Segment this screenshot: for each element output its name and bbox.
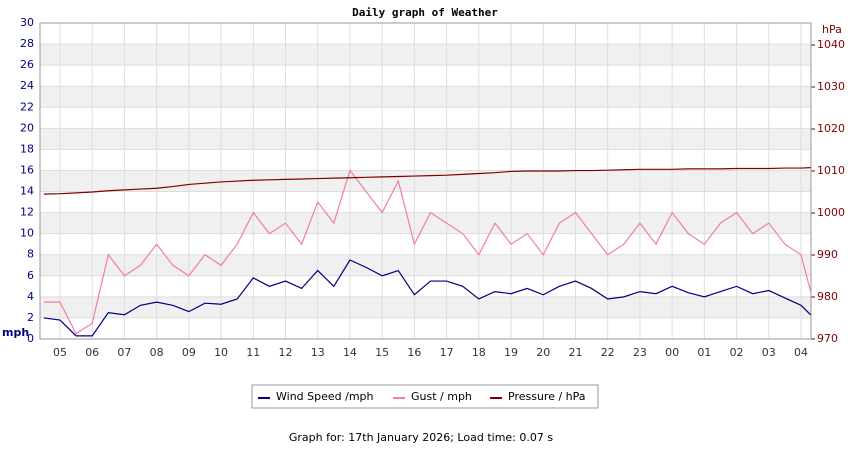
legend-label: Wind Speed /mph <box>276 390 374 403</box>
y-tick-label: 30 <box>20 16 34 29</box>
x-tick-label: 12 <box>279 346 293 359</box>
grid-band <box>40 128 811 150</box>
y2-tick-label: 1020 <box>817 122 845 135</box>
plot-frame <box>39 22 812 340</box>
y-tick-label: 10 <box>20 227 34 240</box>
grid-band <box>40 44 811 66</box>
y2-tick-label: 970 <box>817 332 838 345</box>
grid-band <box>40 254 811 276</box>
y2-tick-label: 1010 <box>817 164 845 177</box>
chart-title: Daily graph of Weather <box>352 6 498 19</box>
y-tick-label: 16 <box>20 163 34 176</box>
x-tick-label: 14 <box>343 346 357 359</box>
legend-box <box>251 384 599 409</box>
y-tick-label: 22 <box>20 100 34 113</box>
x-tick-label: 23 <box>633 346 647 359</box>
y2-tick-label: 1030 <box>817 80 845 93</box>
x-tick-label: 07 <box>117 346 131 359</box>
y-tick-label: 14 <box>20 185 34 198</box>
y2-tick-label: 980 <box>817 290 838 303</box>
y-tick-label: 4 <box>27 290 34 303</box>
x-tick-label: 15 <box>375 346 389 359</box>
x-tick-label: 17 <box>440 346 454 359</box>
series-line <box>43 167 811 195</box>
x-tick-label: 22 <box>601 346 615 359</box>
legend-label: Gust / mph <box>411 390 472 403</box>
y-tick-label: 2 <box>27 311 34 324</box>
y-tick-label: 28 <box>20 37 34 50</box>
x-tick-label: 18 <box>472 346 486 359</box>
grid-band <box>40 296 811 318</box>
y-axis-label: mph <box>2 326 29 339</box>
x-tick-label: 21 <box>568 346 582 359</box>
x-tick-label: 00 <box>665 346 679 359</box>
x-tick-label: 19 <box>504 346 518 359</box>
x-tick-label: 06 <box>85 346 99 359</box>
x-tick-label: 03 <box>762 346 776 359</box>
x-tick-label: 10 <box>214 346 228 359</box>
y-tick-label: 0 <box>27 332 34 345</box>
x-tick-label: 01 <box>697 346 711 359</box>
grid-band <box>40 86 811 108</box>
x-tick-label: 20 <box>536 346 550 359</box>
y-tick-label: 12 <box>20 206 34 219</box>
x-tick-label: 02 <box>730 346 744 359</box>
x-tick-label: 11 <box>246 346 260 359</box>
grid-band <box>40 170 811 192</box>
series-line <box>43 259 812 337</box>
y-tick-label: 26 <box>20 58 34 71</box>
x-tick-label: 16 <box>407 346 421 359</box>
x-tick-label: 04 <box>794 346 808 359</box>
y-tick-label: 18 <box>20 142 34 155</box>
y-tick-label: 8 <box>27 248 34 261</box>
legend-label: Pressure / hPa <box>508 390 586 403</box>
x-tick-label: 09 <box>182 346 196 359</box>
x-tick-label: 08 <box>150 346 164 359</box>
y2-tick-label: 1000 <box>817 206 845 219</box>
footer: Graph for: 17th January 2026; Load time:… <box>289 431 553 444</box>
y-tick-label: 20 <box>20 121 34 134</box>
y-tick-label: 24 <box>20 79 34 92</box>
x-tick-label: 05 <box>53 346 67 359</box>
y2-tick-label: 990 <box>817 248 838 261</box>
series-line <box>43 169 812 335</box>
x-tick-label: 13 <box>311 346 325 359</box>
y-tick-label: 6 <box>27 269 34 282</box>
y2-tick-label: 1040 <box>817 38 845 51</box>
y2-axis-label: hPa <box>822 23 842 36</box>
